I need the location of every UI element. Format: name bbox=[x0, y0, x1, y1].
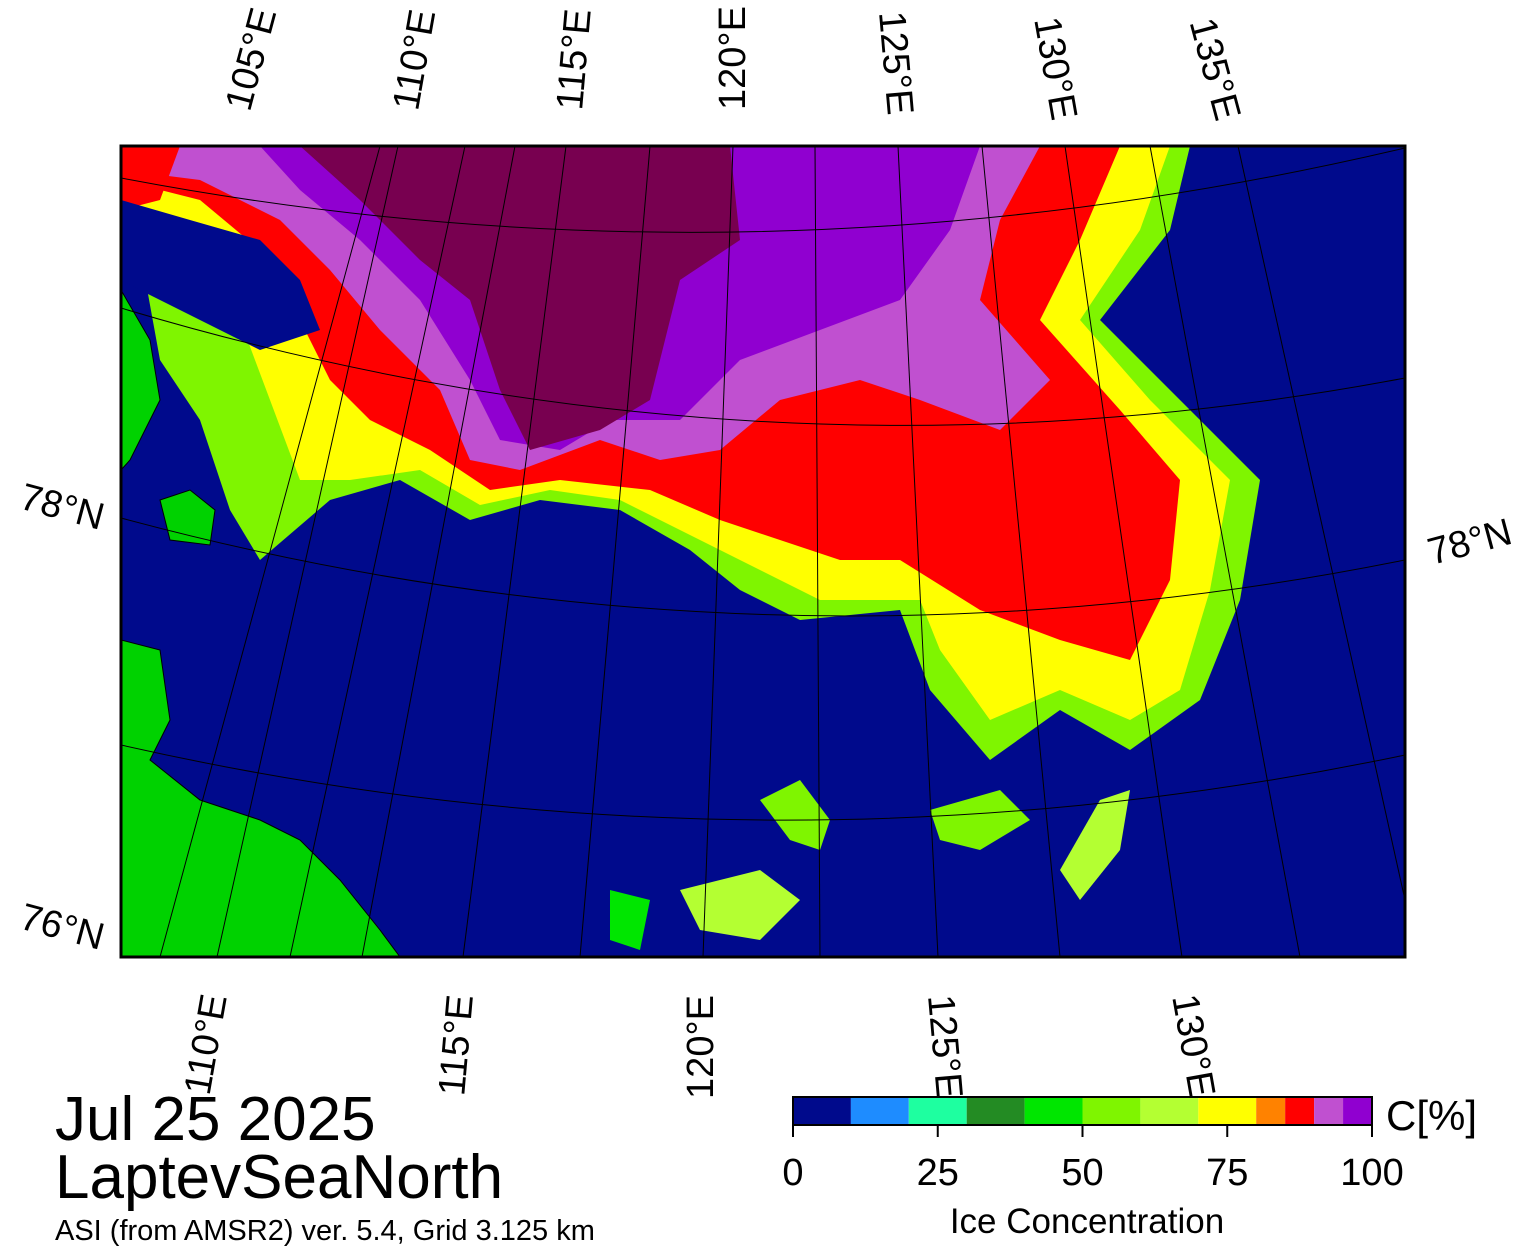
map bbox=[121, 146, 1405, 957]
lon-label: 125°E bbox=[919, 993, 970, 1100]
lon-label: 135°E bbox=[1181, 14, 1248, 125]
lat-label: 76°N bbox=[16, 896, 109, 959]
colorbar-tick-label: 75 bbox=[1206, 1152, 1248, 1194]
colorbar-bin bbox=[1256, 1097, 1286, 1125]
lon-label: 130°E bbox=[1025, 14, 1084, 124]
source: ASI (from AMSR2) ver. 5.4, Grid 3.125 km bbox=[55, 1215, 595, 1247]
colorbar-bin bbox=[1285, 1097, 1315, 1125]
colorbar-label: Ice Concentration bbox=[950, 1202, 1224, 1241]
lon-label: 105°E bbox=[218, 4, 285, 115]
lon-label: 115°E bbox=[549, 7, 600, 111]
colorbar-bin bbox=[908, 1097, 967, 1125]
lon-label: 110°E bbox=[177, 991, 236, 1098]
colorbar-bin bbox=[793, 1097, 851, 1125]
lon-label: 130°E bbox=[1163, 991, 1222, 1101]
colorbar-bin bbox=[1140, 1097, 1199, 1125]
colorbar-tick-label: 50 bbox=[1061, 1152, 1103, 1194]
colorbar-bin bbox=[1198, 1097, 1257, 1125]
map-frame bbox=[119, 144, 1407, 959]
lon-label: 120°E bbox=[712, 6, 754, 110]
region: LaptevSeaNorth bbox=[55, 1143, 503, 1212]
colorbar-bin bbox=[966, 1097, 1025, 1125]
colorbar-bin bbox=[1314, 1097, 1344, 1125]
lon-label: 125°E bbox=[870, 9, 921, 116]
lon-label: 120°E bbox=[680, 995, 722, 1099]
colorbar-tick-label: 0 bbox=[782, 1152, 803, 1194]
colorbar: 0 25 50 75 100 bbox=[782, 1096, 1404, 1194]
colorbar-bin bbox=[850, 1097, 909, 1125]
colorbar-bin bbox=[1082, 1097, 1141, 1125]
lon-label: 110°E bbox=[385, 6, 444, 113]
lon-label: 115°E bbox=[431, 993, 482, 1097]
lat-label: 78°N bbox=[1423, 511, 1516, 574]
colorbar-tick-label: 100 bbox=[1340, 1152, 1403, 1194]
colorbar-bin bbox=[1024, 1097, 1083, 1125]
colorbar-tick-label: 25 bbox=[917, 1152, 959, 1194]
date: Jul 25 2025 bbox=[55, 1085, 376, 1154]
lat-label: 78°N bbox=[16, 476, 109, 539]
colorbar-bin bbox=[1343, 1097, 1372, 1125]
colorbar-unit: C[%] bbox=[1386, 1092, 1477, 1139]
